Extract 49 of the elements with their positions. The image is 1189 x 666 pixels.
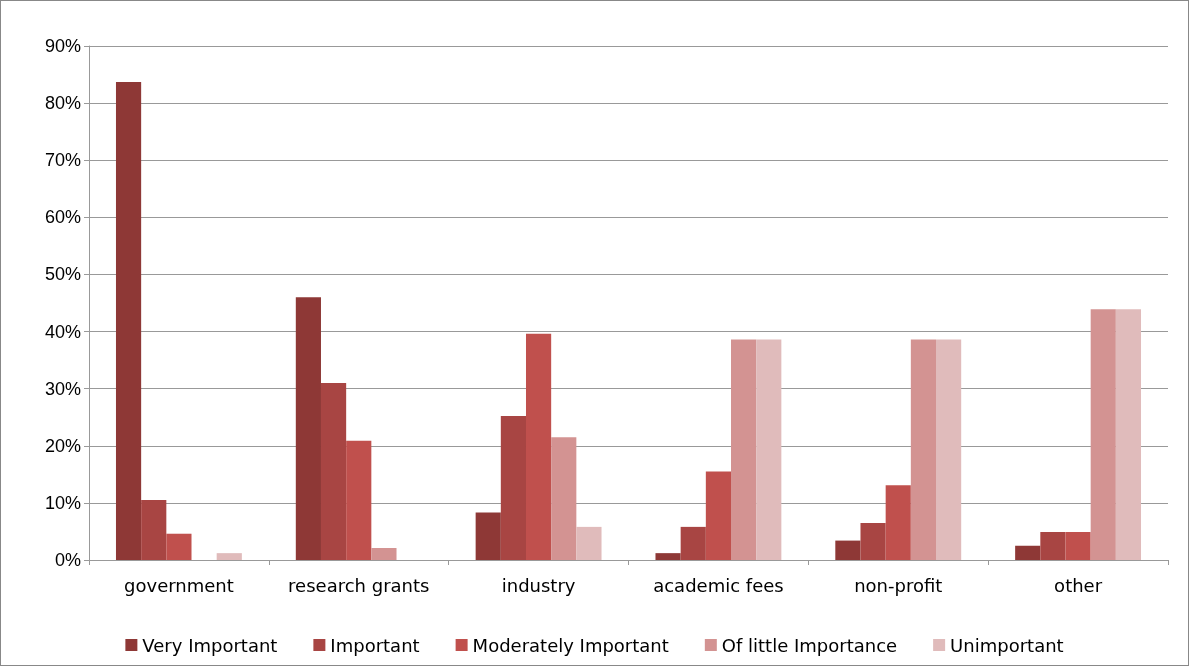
x-tick-label: government bbox=[124, 574, 234, 596]
bar bbox=[731, 339, 757, 560]
x-tick-label: other bbox=[1054, 574, 1103, 596]
bar bbox=[320, 382, 347, 560]
bar bbox=[295, 297, 321, 560]
y-tick-label: 10% bbox=[44, 492, 81, 513]
bar bbox=[655, 553, 681, 560]
bar bbox=[576, 526, 602, 560]
y-tick-label: 50% bbox=[44, 264, 81, 285]
bar bbox=[371, 548, 397, 560]
bar bbox=[346, 440, 372, 560]
bar bbox=[1090, 309, 1116, 560]
legend-label: Unimportant bbox=[950, 634, 1064, 656]
x-tick-label: research grants bbox=[288, 574, 430, 596]
y-tick-label: 90% bbox=[44, 36, 81, 56]
x-tick-label: non-profit bbox=[854, 574, 943, 596]
y-tick-label: 30% bbox=[44, 378, 81, 399]
bar bbox=[835, 540, 861, 560]
bar bbox=[500, 416, 526, 560]
bar bbox=[885, 485, 911, 560]
bar bbox=[141, 500, 167, 560]
bar bbox=[216, 553, 242, 560]
bar bbox=[936, 339, 962, 560]
bar bbox=[1040, 532, 1066, 560]
x-tick-label: academic fees bbox=[653, 574, 784, 596]
x-tick-label: industry bbox=[501, 574, 576, 596]
bar bbox=[680, 526, 706, 560]
bar bbox=[705, 471, 732, 560]
bar bbox=[526, 333, 552, 560]
y-tick-label: 20% bbox=[44, 435, 81, 456]
y-tick-label: 80% bbox=[44, 93, 81, 114]
legend-label: Very Important bbox=[142, 634, 278, 656]
bar bbox=[115, 81, 142, 560]
y-tick-label: 60% bbox=[44, 207, 81, 228]
y-tick-label: 0% bbox=[54, 550, 81, 570]
bar bbox=[910, 339, 937, 560]
legend-label: Important bbox=[330, 634, 420, 656]
bar bbox=[551, 437, 577, 560]
bar bbox=[475, 512, 501, 560]
bar bbox=[860, 522, 886, 560]
legend-label: Moderately Important bbox=[472, 634, 669, 656]
y-tick-label: 70% bbox=[44, 150, 81, 171]
y-tick-label: 40% bbox=[44, 321, 81, 342]
bar bbox=[166, 533, 192, 560]
bar bbox=[1015, 545, 1041, 560]
legend-label: Of little Importance bbox=[721, 634, 898, 656]
bar bbox=[1065, 532, 1091, 560]
bar bbox=[756, 339, 782, 560]
bar bbox=[1115, 309, 1142, 560]
